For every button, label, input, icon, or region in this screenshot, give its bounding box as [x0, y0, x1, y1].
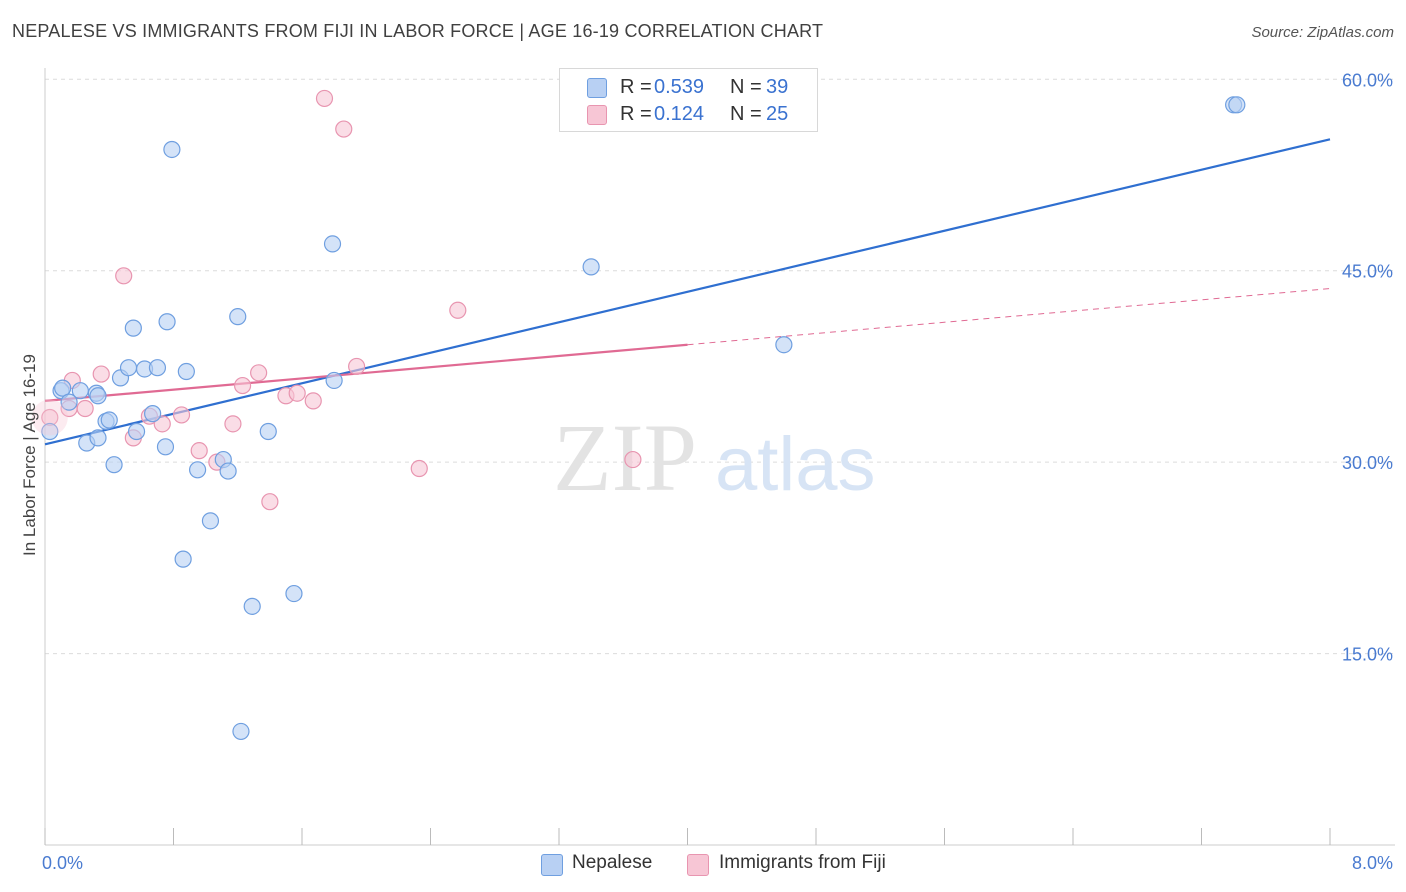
- nepalese-point: [1228, 96, 1246, 114]
- fiji-point: [624, 450, 642, 469]
- fiji-point: [449, 301, 467, 319]
- fiji-cluster-point: [31, 399, 68, 436]
- nepalese-point: [119, 359, 138, 377]
- watermark: ZIP atlas: [553, 404, 876, 511]
- watermark-atlas: atlas: [715, 422, 876, 507]
- nepalese-point: [177, 362, 195, 381]
- bottom-legend-label-fiji: Immigrants from Fiji: [719, 852, 886, 873]
- legend-n-label: N =: [730, 76, 762, 98]
- nepalese-point: [775, 336, 793, 354]
- legend-swatch-fiji: [587, 105, 607, 125]
- nepalese-point: [89, 429, 107, 447]
- x-tick-label: 0.0%: [42, 853, 83, 873]
- fiji-point: [76, 399, 94, 418]
- legend-n-value: 25: [766, 103, 789, 125]
- nepalese-point: [219, 462, 237, 480]
- legend-n-label: N =: [730, 103, 762, 125]
- fiji-point: [115, 267, 133, 285]
- fiji-trend-line: [44, 343, 688, 402]
- fiji-point: [172, 406, 191, 424]
- legend-swatch-nepalese: [587, 78, 607, 98]
- fiji-point: [304, 392, 322, 410]
- nepalese-point: [201, 512, 220, 530]
- nepalese-point: [163, 140, 181, 159]
- nepalese-point: [156, 438, 175, 456]
- nepalese-point: [41, 422, 59, 441]
- nepalese-point: [71, 382, 89, 400]
- nepalese-point: [188, 461, 207, 479]
- fiji-point: [233, 376, 252, 395]
- legend-r-value: 0.124: [654, 103, 705, 125]
- nepalese-point: [285, 584, 303, 603]
- nepalese-trend-line: [44, 138, 1331, 446]
- nepalese-point: [100, 411, 118, 429]
- nepalese-point: [325, 371, 343, 390]
- x-tick-label: 8.0%: [1352, 853, 1393, 873]
- fiji-trend-line-extension: [687, 288, 1331, 346]
- bottom-legend-label-nepalese: Nepalese: [572, 852, 653, 873]
- nepalese-point: [127, 422, 146, 441]
- source-label: Source: ZipAtlas.com: [1251, 24, 1394, 41]
- nepalese-point: [148, 359, 167, 377]
- nepalese-point: [60, 393, 78, 411]
- data-points: [31, 89, 1246, 741]
- fiji-point: [335, 120, 353, 138]
- chart-title: NEPALESE VS IMMIGRANTS FROM FIJI IN LABO…: [12, 21, 824, 41]
- nepalese-point: [144, 405, 162, 423]
- nepalese-point: [158, 313, 176, 331]
- fiji-point: [410, 459, 428, 478]
- y-tick-label: 60.0%: [1342, 70, 1393, 90]
- legend-r-label: R =: [620, 103, 652, 125]
- nepalese-point: [323, 235, 342, 253]
- nepalese-point: [582, 258, 600, 276]
- nepalese-point: [243, 597, 261, 615]
- legend-r-value: 0.539: [654, 76, 705, 98]
- nepalese-point: [174, 550, 192, 568]
- nepalese-point: [229, 308, 247, 326]
- fiji-point: [348, 357, 366, 376]
- legend-r-label: R =: [620, 76, 652, 98]
- y-axis-label: In Labor Force | Age 16-19: [20, 354, 39, 556]
- nepalese-point: [124, 319, 142, 337]
- legend: R = 0.539 N = 39 R = 0.124 N = 25: [559, 68, 818, 132]
- legend-n-value: 39: [766, 76, 789, 98]
- nepalese-point: [54, 379, 72, 397]
- fiji-point: [288, 384, 306, 402]
- fiji-point: [261, 493, 279, 511]
- fiji-point: [92, 365, 110, 383]
- nepalese-point: [89, 387, 107, 405]
- fiji-point: [224, 415, 242, 433]
- axes: [44, 68, 1395, 846]
- bottom-legend-swatch-fiji: [687, 854, 709, 876]
- nepalese-point: [105, 456, 123, 474]
- fiji-point: [315, 89, 334, 108]
- y-tick-label: 15.0%: [1342, 645, 1393, 665]
- y-tick-label: 45.0%: [1342, 262, 1393, 282]
- grid-lines: [45, 78, 1395, 655]
- nepalese-point: [232, 722, 250, 741]
- fiji-point: [190, 442, 208, 460]
- tick-labels: 15.0% 30.0% 45.0% 60.0% 0.0% 8.0%: [42, 70, 1393, 873]
- trend-lines: [44, 138, 1331, 446]
- bottom-legend-swatch-nepalese: [541, 854, 563, 876]
- fiji-point: [250, 364, 268, 382]
- nepalese-point: [259, 422, 277, 441]
- y-tick-label: 30.0%: [1342, 453, 1393, 473]
